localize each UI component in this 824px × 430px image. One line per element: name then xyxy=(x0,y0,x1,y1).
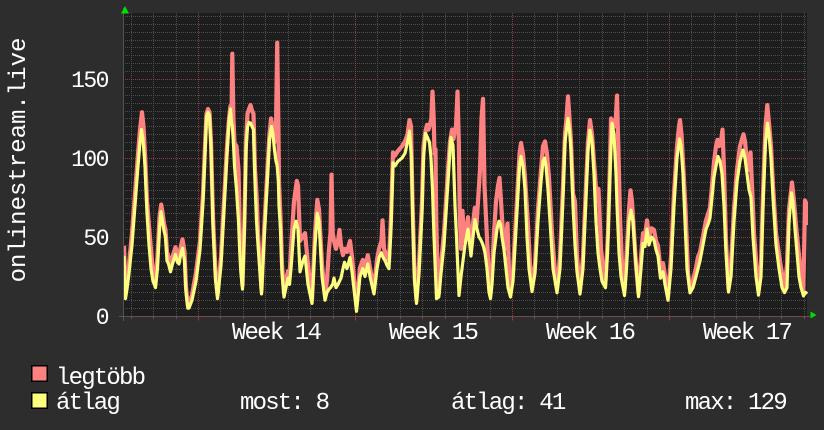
svg-text:50: 50 xyxy=(83,226,108,252)
svg-text:onlinestream.live: onlinestream.live xyxy=(6,38,33,283)
svg-text:Week 14: Week 14 xyxy=(232,320,322,347)
svg-text:átlag: átlag xyxy=(56,390,119,417)
svg-text:0: 0 xyxy=(96,305,109,331)
svg-text:Week 15: Week 15 xyxy=(389,320,478,347)
svg-text:most: 8: most: 8 xyxy=(240,390,329,417)
svg-text:max: 129: max: 129 xyxy=(685,390,786,417)
svg-text:150: 150 xyxy=(71,68,109,94)
svg-text:100: 100 xyxy=(71,147,109,173)
svg-text:átlag: 41: átlag: 41 xyxy=(451,390,566,417)
svg-text:Week 16: Week 16 xyxy=(546,320,635,347)
svg-text:Week 17: Week 17 xyxy=(703,320,792,347)
svg-text:legtöbb: legtöbb xyxy=(56,365,145,392)
